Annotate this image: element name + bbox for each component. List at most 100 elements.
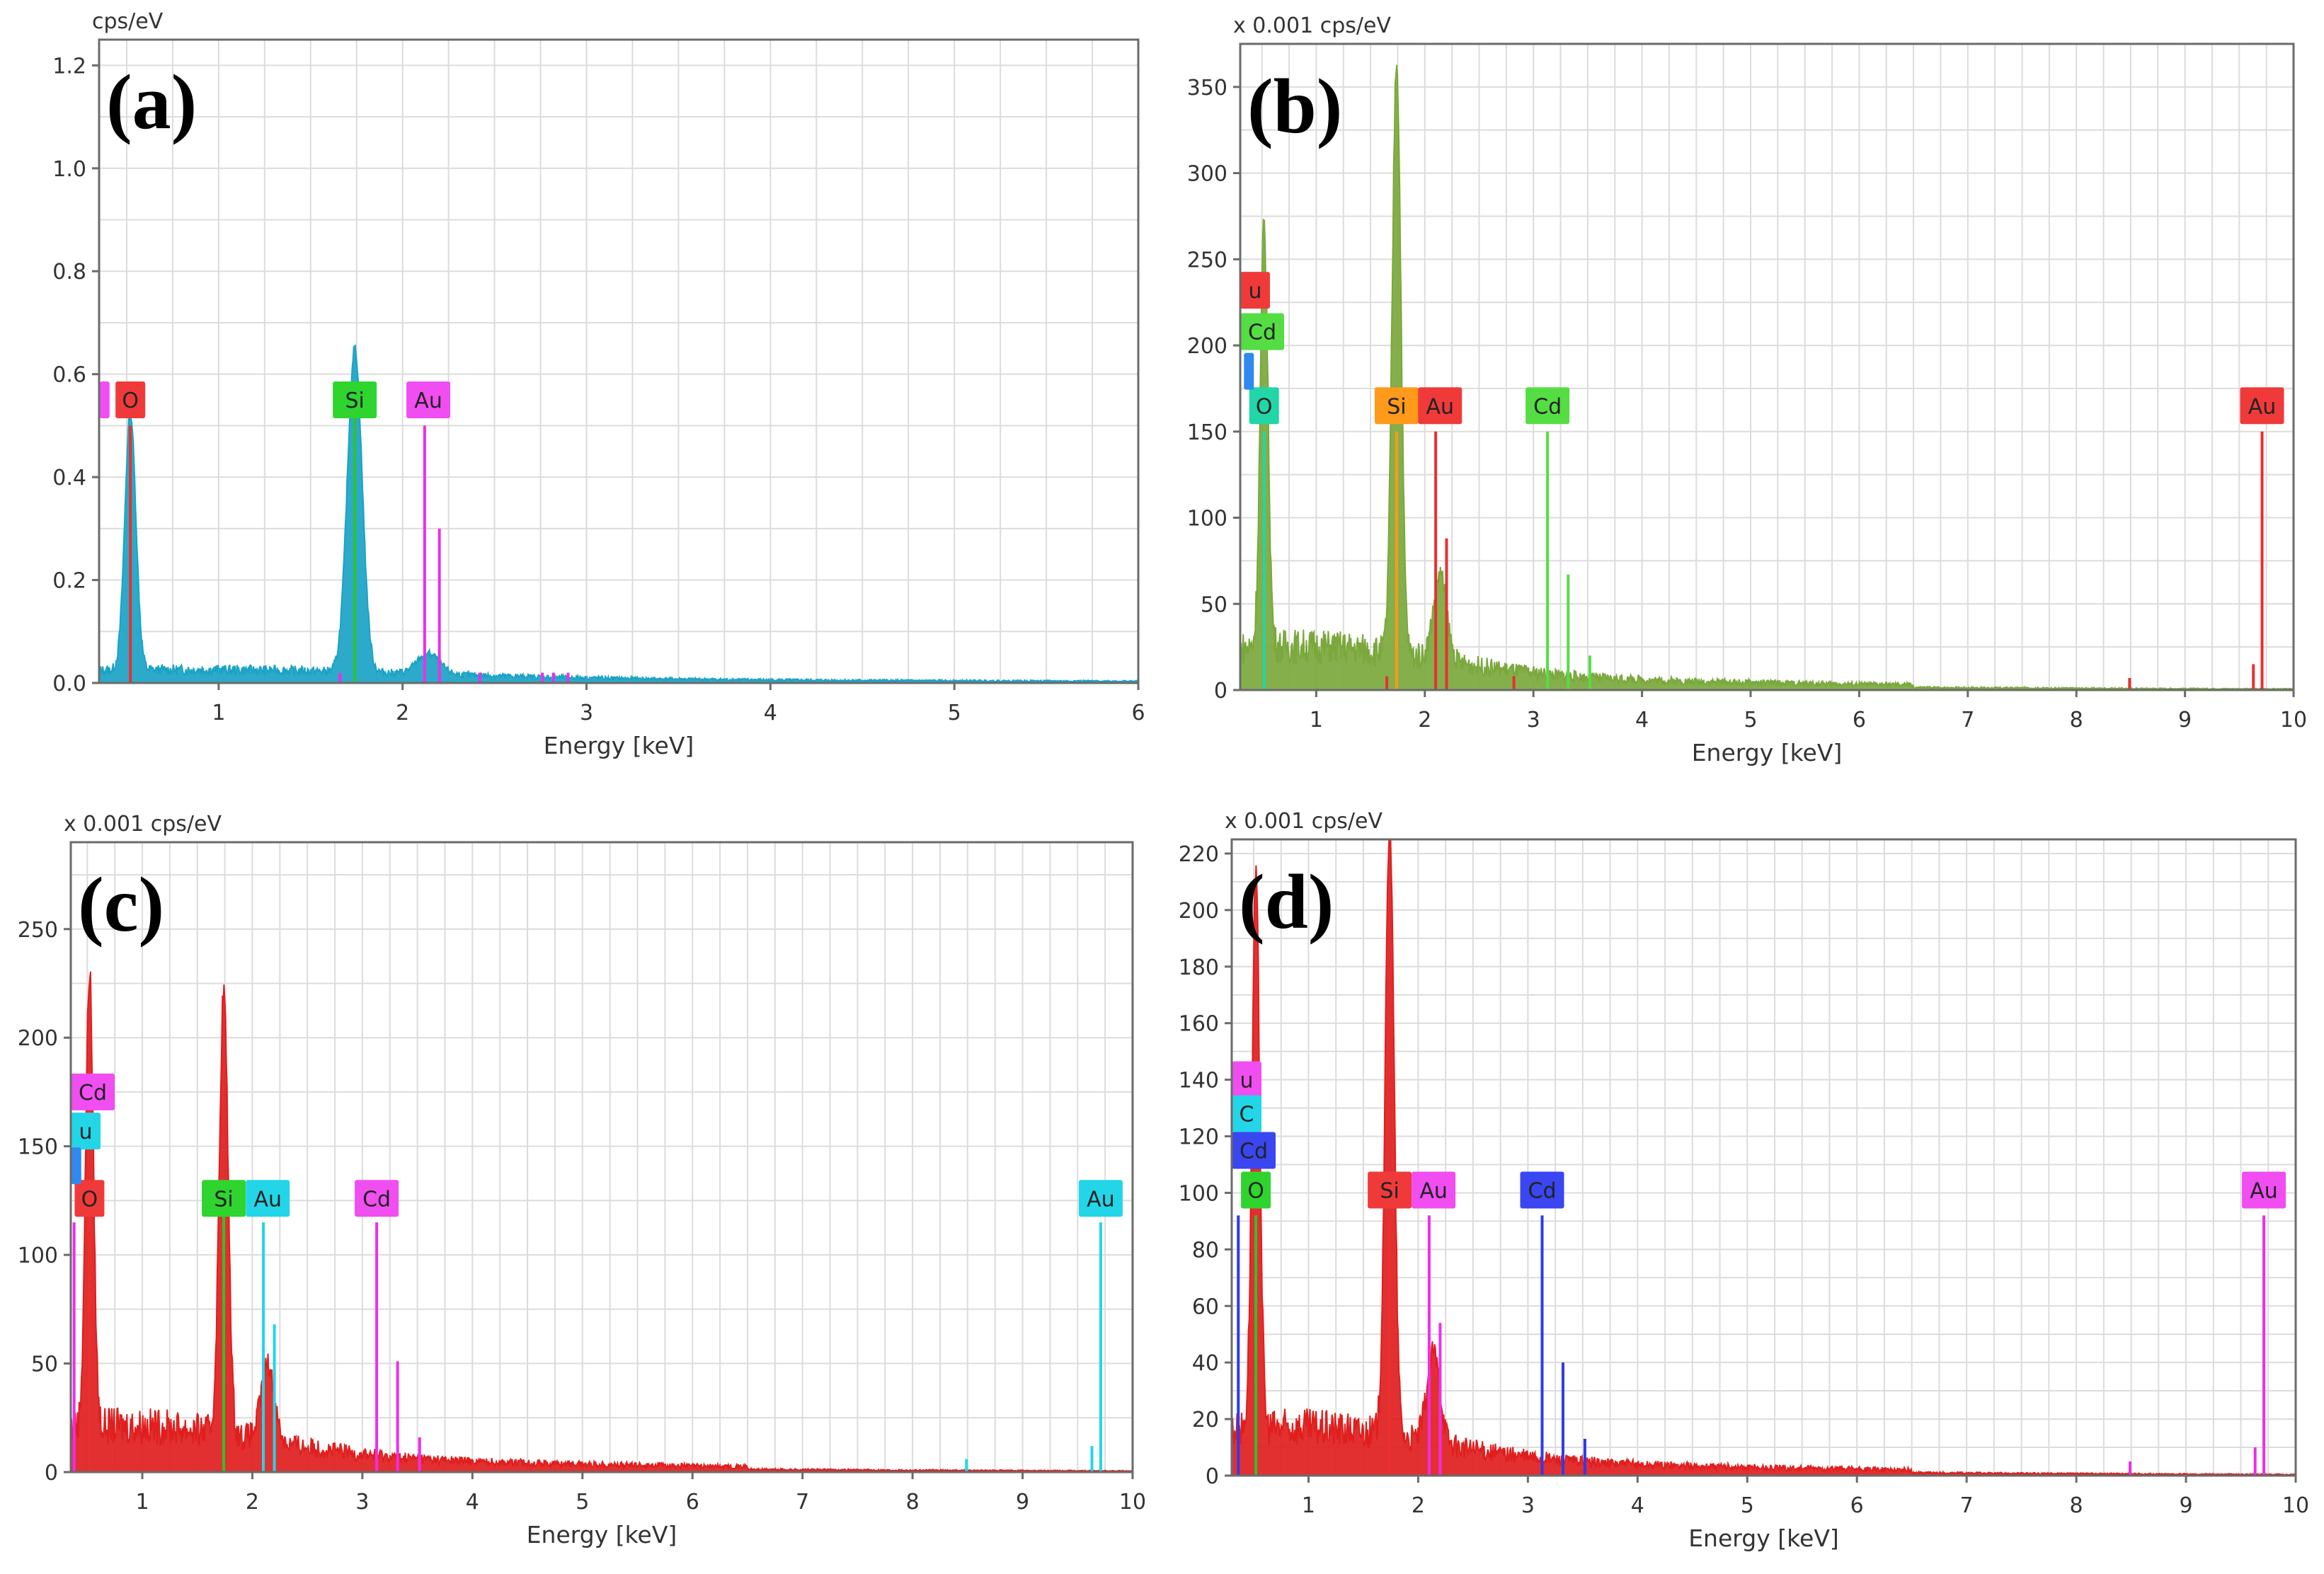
chart-0-ytick-label-0: 0.0 [52, 672, 86, 696]
chart-2-xtick-label-3: 4 [466, 1490, 479, 1515]
chart-3-ytick-label-10: 200 [1179, 899, 1219, 924]
chart-3-element-tag-label-7: Cd [1240, 1139, 1268, 1164]
chart-0-element-tag-label-0: O [122, 389, 139, 413]
chart-2-element-tag-1: Si [202, 1180, 246, 1217]
panel-a: O Si Au 1 2 3 4 5 6 0.0 0.2 0.4 0.6 0.8 1.0 1.2 cps/eV En… [0, 0, 1161, 779]
chart-0-xtick-label-4: 5 [948, 701, 961, 725]
chart-1-spectrum-area [1240, 64, 2294, 691]
chart-0-xtick-label-1: 2 [396, 701, 409, 725]
chart-2-spectrum-area [70, 971, 1133, 1473]
chart-2-panel-label: (c) [78, 861, 164, 948]
panel-b: O Si Au Cd Au u Cd 1 2 3 4 5 6 7 8 9 10 0 50 100 150 200 250 30… [1161, 0, 2324, 779]
chart-3-element-tag-1: Si [1368, 1171, 1412, 1209]
chart-1-ytick-label-3: 150 [1187, 420, 1227, 445]
chart-3-ytick-label-6: 120 [1179, 1125, 1219, 1150]
chart-2-plot-area [71, 842, 1133, 1472]
chart-3-ytick-label-5: 100 [1179, 1181, 1219, 1206]
chart-2-element-tag-0: O [74, 1180, 105, 1217]
chart-2-element-tag-label-2: Au [253, 1187, 282, 1212]
chart-1-element-tag-3: Cd [1526, 387, 1570, 425]
chart-1-xtick-label-9: 10 [2280, 708, 2307, 733]
chart-1-xtick-label-8: 9 [2178, 708, 2192, 733]
chart-2-xtick-label-0: 1 [135, 1490, 149, 1515]
chart-1-ytick-label-6: 300 [1187, 162, 1227, 187]
chart-3-element-tag-2: Au [1412, 1171, 1456, 1209]
chart-2-ytick-label-2: 100 [18, 1243, 58, 1268]
chart-3-xtick-label-1: 2 [1412, 1493, 1425, 1518]
chart-2-xtick-label-2: 3 [355, 1490, 369, 1515]
chart-1-element-tag-2: Au [1418, 387, 1462, 425]
chart-1-frame [1239, 42, 2295, 691]
chart-3-element-tag-label-6: C [1240, 1103, 1254, 1127]
chart-0-element-tag-label-1: Si [345, 389, 364, 413]
chart-1-ytick-label-2: 100 [1187, 507, 1227, 532]
chart-3-y-axis-title: x 0.001 cps/eV [1225, 809, 1383, 834]
chart-1-element-tag-label-4: Au [2248, 394, 2277, 419]
chart-3-element-tag-5: u [1232, 1061, 1261, 1098]
chart-1-panel-label: (b) [1247, 63, 1342, 149]
chart-2-grid [71, 842, 1133, 1473]
chart-2-xtick-label-7: 8 [906, 1490, 920, 1515]
chart-1-xtick-label-4: 5 [1744, 708, 1757, 733]
chart-3-element-tag-label-4: Au [2250, 1178, 2278, 1203]
chart-0-element-tag-1: Si [333, 381, 377, 419]
chart-3-xtick-label-2: 3 [1521, 1493, 1535, 1518]
chart-2-ytick-label-4: 200 [18, 1026, 58, 1051]
chart-3-ytick-label-7: 140 [1179, 1069, 1219, 1093]
chart-2-element-tag-label-3: Cd [362, 1187, 391, 1212]
chart-2-xtick-label-8: 9 [1016, 1490, 1029, 1515]
chart-2-ytick-label-5: 250 [18, 918, 58, 943]
chart-0-frame [98, 38, 1140, 684]
chart-2-x-axis-title: Energy [keV] [527, 1521, 677, 1549]
chart-2-xtick-label-9: 10 [1119, 1490, 1146, 1515]
chart-0-xtick-label-5: 6 [1131, 701, 1145, 725]
chart-3-element-tag-label-5: u [1240, 1069, 1253, 1093]
chart-2-element-tag-label-4: Au [1087, 1187, 1115, 1212]
chart-1-element-tag-label-0: O [1256, 394, 1273, 419]
chart-2-element-tag-label-0: O [81, 1187, 98, 1212]
chart-1-xtick-label-6: 7 [1961, 708, 1974, 733]
chart-3-xtick-label-8: 9 [2180, 1493, 2193, 1518]
chart-2-element-tag-5: Cd [71, 1073, 115, 1110]
chart-2-element-tag-3: Cd [355, 1180, 399, 1217]
chart-2-xtick-label-4: 5 [576, 1490, 589, 1515]
chart-1-ytick-label-0: 0 [1214, 679, 1227, 703]
panel-c: O Si Au Cd Au Cd u 1 2 3 4 5 6 7 8 9 10 0 50 100 150 200 250 x … [0, 779, 1161, 1574]
chart-2-ytick-label-1: 50 [31, 1352, 58, 1377]
chart-1-xtick-label-7: 8 [2070, 708, 2083, 733]
chart-3-element-tag-3: Cd [1520, 1171, 1564, 1209]
chart-2-ytick-label-3: 150 [18, 1135, 58, 1160]
chart-3-element-tag-label-2: Au [1419, 1178, 1448, 1203]
chart-2-element-tag-label-1: Si [214, 1187, 233, 1212]
chart-1-y-axis-title: x 0.001 cps/eV [1233, 13, 1391, 38]
chart-2-element-tag-2: Au [246, 1180, 290, 1217]
chart-2-y-axis-title: x 0.001 cps/eV [64, 812, 222, 837]
chart-1-element-tag-7 [1244, 352, 1254, 390]
chart-3-element-tag-6: C [1232, 1095, 1261, 1132]
chart-2-element-tag-label-6: u [79, 1120, 92, 1144]
chart-1-element-tag-label-1: Si [1387, 394, 1406, 419]
chart-3-plot-area [1232, 839, 2296, 1476]
chart-1-element-tag-label-3: Cd [1533, 394, 1562, 419]
chart-1-ytick-label-4: 200 [1187, 334, 1227, 359]
chart-3-frame [1230, 838, 2297, 1477]
chart-3-element-tag-label-3: Cd [1528, 1178, 1557, 1203]
chart-0-ytick-label-3: 0.6 [52, 363, 86, 388]
chart-1-element-tag-0: O [1249, 387, 1279, 425]
chart-2-frame [69, 841, 1134, 1474]
chart-3-element-tag-label-0: O [1247, 1178, 1264, 1203]
chart-1-xtick-label-2: 3 [1527, 708, 1540, 733]
chart-0-plot-area [99, 40, 1138, 683]
chart-0-ytick-label-6: 1.2 [52, 54, 86, 79]
chart-3-ytick-label-11: 220 [1179, 842, 1219, 867]
chart-0-ytick-label-5: 1.0 [52, 157, 86, 182]
chart-0-element-tag-0: O [115, 381, 146, 419]
chart-0-element-tag-3 [99, 381, 110, 419]
chart-1-ytick-label-1: 50 [1201, 592, 1227, 617]
chart-3-xtick-label-7: 8 [2070, 1493, 2083, 1518]
chart-1-element-tag-4: Au [2240, 387, 2284, 425]
